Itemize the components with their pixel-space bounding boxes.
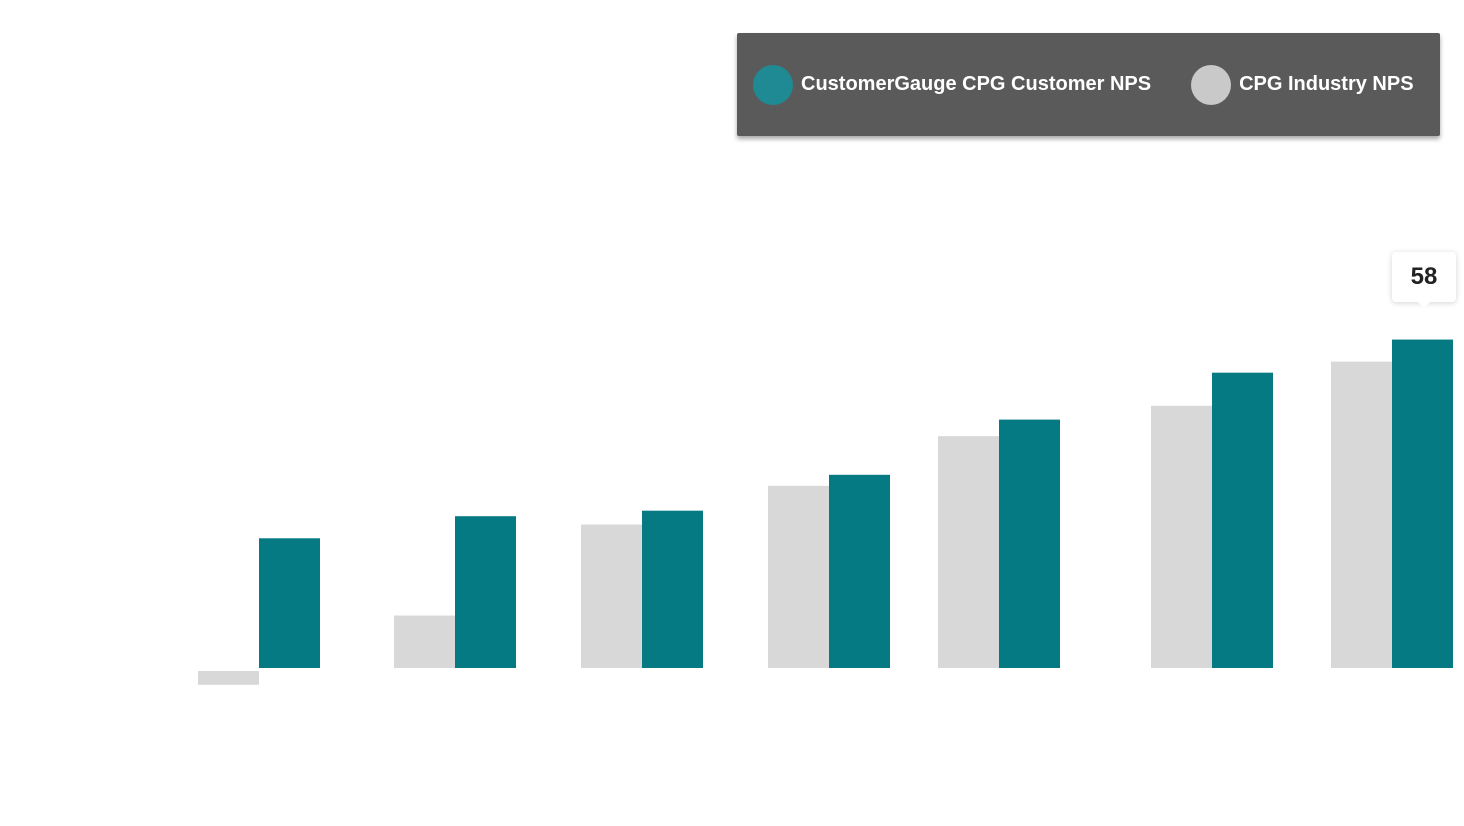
legend-label-industry: CPG Industry NPS bbox=[1239, 73, 1414, 95]
legend-swatch-customergauge bbox=[753, 64, 793, 105]
legend-swatch-industry bbox=[1191, 64, 1232, 105]
legend-item-customergauge[interactable]: CustomerGauge CPG Customer NPS bbox=[753, 64, 1152, 105]
industry-bar-6[interactable] bbox=[1151, 405, 1212, 668]
industry-bar-5[interactable] bbox=[938, 436, 999, 668]
legend-label-customergauge: CustomerGauge CPG Customer NPS bbox=[801, 73, 1152, 95]
industry-bar-4[interactable] bbox=[768, 485, 829, 668]
customergauge-bar-5[interactable] bbox=[999, 419, 1060, 668]
value-tooltip: 58 bbox=[1392, 252, 1456, 308]
industry-bar-3[interactable] bbox=[581, 524, 642, 668]
customergauge-bar-4[interactable] bbox=[829, 474, 890, 668]
customergauge-bar-3[interactable] bbox=[642, 510, 703, 668]
legend-item-industry[interactable]: CPG Industry NPS bbox=[1191, 64, 1414, 105]
customergauge-bar-7[interactable] bbox=[1392, 339, 1453, 668]
customergauge-bar-2[interactable] bbox=[455, 516, 516, 668]
industry-bar-2[interactable] bbox=[394, 615, 455, 668]
industry-bar-7[interactable] bbox=[1331, 361, 1392, 668]
industry-bar-1[interactable] bbox=[198, 671, 259, 685]
customergauge-bar-1[interactable] bbox=[259, 538, 320, 668]
customergauge-bar-6[interactable] bbox=[1212, 372, 1273, 668]
chart-legend: CustomerGauge CPG Customer NPS CPG Indus… bbox=[737, 33, 1440, 136]
